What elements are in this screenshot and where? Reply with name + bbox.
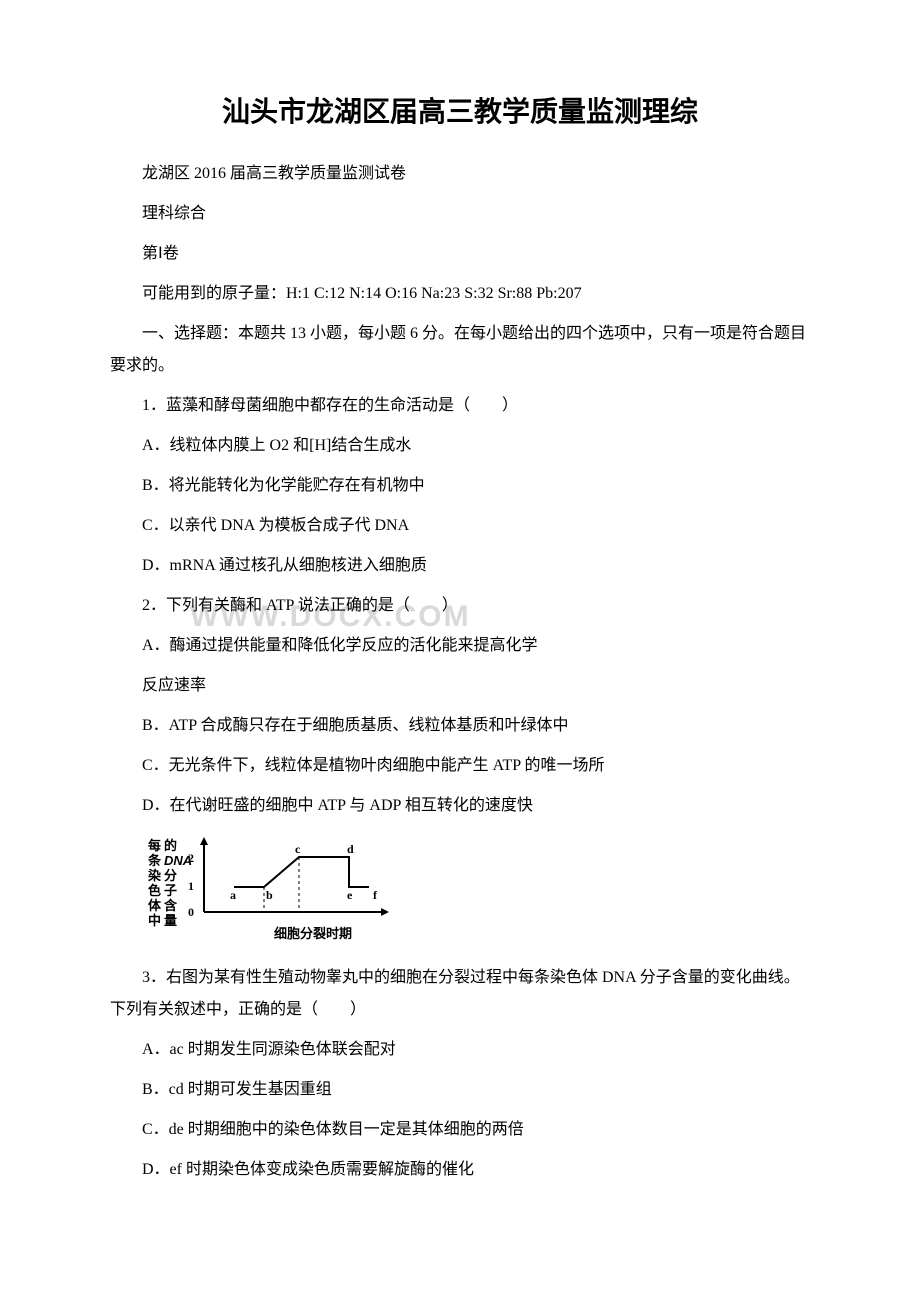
svg-text:体: 体	[148, 898, 162, 913]
instructions: 一、选择题：本题共 13 小题，每小题 6 分。在每小题给出的四个选项中，只有一…	[110, 318, 810, 382]
svg-text:1: 1	[188, 879, 194, 893]
svg-text:色: 色	[148, 883, 161, 898]
q2-option-b: B．ATP 合成酶只存在于细胞质基质、线粒体基质和叶绿体中	[110, 710, 810, 742]
q2-option-a-cont: 反应速率	[110, 670, 810, 702]
svg-text:e: e	[347, 888, 353, 902]
svg-text:每: 每	[148, 838, 161, 853]
svg-text:含: 含	[163, 898, 178, 913]
q1-stem: 1．蓝藻和酵母菌细胞中都存在的生命活动是（ ）	[110, 390, 810, 422]
svg-text:量: 量	[164, 913, 177, 928]
q1-option-d: D．mRNA 通过核孔从细胞核进入细胞质	[110, 550, 810, 582]
q2-option-d: D．在代谢旺盛的细胞中 ATP 与 ADP 相互转化的速度快	[110, 790, 810, 822]
svg-text:染: 染	[147, 868, 162, 883]
svg-text:0: 0	[188, 905, 194, 919]
chart-svg: 每条染色体中的DNA分子含量012abcdef细胞分裂时期	[142, 832, 402, 952]
q3-option-a: A．ac 时期发生同源染色体联会配对	[110, 1034, 810, 1066]
svg-text:2: 2	[188, 851, 194, 865]
q3-option-b: B．cd 时期可发生基因重组	[110, 1074, 810, 1106]
svg-text:条: 条	[148, 853, 162, 868]
section-label: 第Ⅰ卷	[110, 238, 810, 270]
q3-option-d: D．ef 时期染色体变成染色质需要解旋酶的催化	[110, 1154, 810, 1186]
subject: 理科综合	[110, 198, 810, 230]
svg-text:b: b	[266, 888, 273, 902]
svg-text:细胞分裂时期: 细胞分裂时期	[274, 926, 352, 941]
svg-text:分: 分	[164, 868, 177, 883]
svg-text:中: 中	[148, 913, 161, 928]
q2-option-a: A．酶通过提供能量和降低化学反应的活化能来提高化学	[110, 630, 810, 662]
q1-option-a: A．线粒体内膜上 O2 和[H]结合生成水	[110, 430, 810, 462]
svg-text:的: 的	[164, 838, 177, 853]
subtitle: 龙湖区 2016 届高三教学质量监测试卷	[110, 158, 810, 190]
svg-text:子: 子	[164, 883, 177, 898]
q3-stem: 3．右图为某有性生殖动物睾丸中的细胞在分裂过程中每条染色体 DNA 分子含量的变…	[110, 962, 810, 1026]
atomic-mass: 可能用到的原子量：H:1 C:12 N:14 O:16 Na:23 S:32 S…	[110, 278, 810, 310]
q3-option-c: C．de 时期细胞中的染色体数目一定是其体细胞的两倍	[110, 1114, 810, 1146]
doc-title: 汕头市龙湖区届高三教学质量监测理综	[110, 90, 810, 130]
q1-option-b: B．将光能转化为化学能贮存在有机物中	[110, 470, 810, 502]
svg-text:c: c	[295, 842, 301, 856]
dna-chart: 每条染色体中的DNA分子含量012abcdef细胞分裂时期	[142, 832, 810, 952]
q2-stem: 2．下列有关酶和 ATP 说法正确的是（ ）	[110, 590, 810, 622]
svg-text:d: d	[347, 842, 354, 856]
q2-option-c: C．无光条件下，线粒体是植物叶肉细胞中能产生 ATP 的唯一场所	[110, 750, 810, 782]
q1-option-c: C．以亲代 DNA 为模板合成子代 DNA	[110, 510, 810, 542]
svg-text:f: f	[373, 888, 378, 902]
svg-text:a: a	[230, 888, 236, 902]
